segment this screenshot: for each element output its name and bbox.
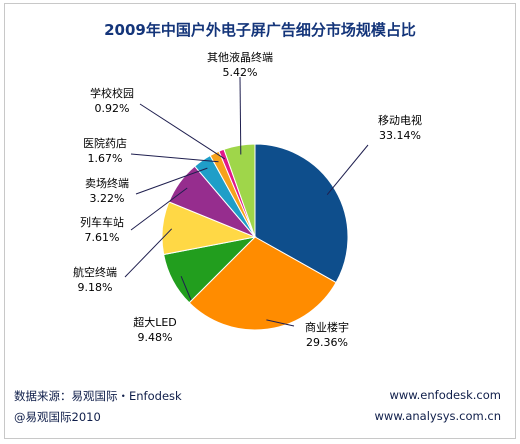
leader-line	[135, 167, 208, 195]
slice-labels: 移动电视 33.14% 商业楼宇 29.36% 超大LED 9.48% 航空终端 9.18% 列…	[73, 50, 422, 349]
slice-label: 商业楼宇	[305, 320, 349, 334]
leader-line	[266, 319, 295, 327]
leader-line	[326, 144, 369, 196]
chart-title: 2009年中国户外电子屏广告细分市场规模占比	[104, 21, 416, 39]
website-analysys: www.analysys.com.cn	[374, 409, 501, 423]
slice-value-label: 3.22%	[90, 192, 125, 205]
slice-value-label: 5.42%	[223, 66, 258, 79]
slice-label: 医院药店	[83, 136, 127, 150]
pie-slice	[188, 236, 337, 331]
leader-line	[139, 103, 226, 160]
slice-label: 移动电视	[378, 113, 422, 127]
pie-chart: 2009年中国户外电子屏广告细分市场规模占比 移动电视 33.14% 商业楼宇 29.…	[73, 21, 422, 349]
slice-value-label: 9.48%	[138, 331, 173, 344]
leader-line	[130, 153, 219, 163]
slice-value-label: 0.92%	[95, 102, 130, 115]
slice-value-label: 9.18%	[78, 281, 113, 294]
slice-label: 列车车站	[80, 215, 124, 229]
slice-label: 超大LED	[133, 315, 177, 329]
slice-value-label: 33.14%	[379, 129, 421, 142]
slice-label: 卖场终端	[85, 176, 129, 190]
slice-value-label: 29.36%	[306, 336, 348, 349]
website-enfodesk: www.enfodesk.com	[389, 388, 501, 402]
slice-label: 学校校园	[90, 86, 134, 100]
pie-slice	[254, 143, 349, 284]
pie-slice	[223, 143, 256, 238]
chart-frame: 2009年中国户外电子屏广告细分市场规模占比 移动电视 33.14% 商业楼宇 29.…	[4, 3, 516, 439]
slice-label: 航空终端	[73, 265, 117, 279]
leader-lines	[124, 76, 369, 327]
slice-label: 其他液晶终端	[207, 50, 273, 64]
data-source: 数据来源：易观国际・Enfodesk	[14, 389, 182, 403]
pie-slices	[161, 143, 349, 331]
slice-value-label: 1.67%	[88, 152, 123, 165]
leader-line	[130, 187, 188, 231]
leader-line	[124, 228, 173, 278]
leader-line	[180, 276, 192, 301]
slice-value-label: 7.61%	[85, 231, 120, 244]
leader-line	[239, 76, 242, 155]
copyright: @易观国际2010	[14, 410, 101, 424]
